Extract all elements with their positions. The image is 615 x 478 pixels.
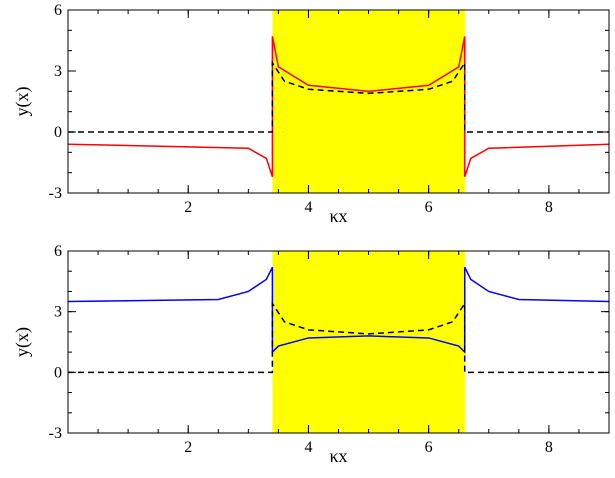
y-tick-label: 6: [54, 2, 62, 19]
x-tick-label: 8: [545, 439, 553, 456]
shaded-region: [272, 251, 465, 433]
y-tick-label: -3: [49, 185, 62, 202]
y-tick-label: 3: [54, 63, 62, 80]
x-axis-label: κx: [329, 446, 347, 466]
panel-bottom: 2 4 6 8 -3 0 3 6 κx y(x): [12, 243, 610, 466]
x-tick-label: 6: [425, 439, 433, 456]
x-axis-label: κx: [329, 206, 347, 226]
x-tick-label: 2: [184, 199, 192, 216]
y-tick-label: -3: [49, 425, 62, 442]
x-tick-label: 2: [184, 439, 192, 456]
shaded-region: [272, 10, 465, 193]
y-tick-label: 3: [54, 304, 62, 321]
x-tick-label: 6: [425, 199, 433, 216]
y-tick-label: 0: [54, 364, 62, 381]
y-axis-label: y(x): [12, 327, 33, 357]
solid-curve-line: [68, 36, 609, 177]
y-tick-label: 0: [54, 124, 62, 141]
panel-top: 2 4 6 8 -3 0 3 6 κx y(x): [12, 2, 610, 226]
x-tick-label: 4: [304, 199, 312, 216]
x-tick-label: 8: [545, 199, 553, 216]
y-tick-label: 6: [54, 243, 62, 260]
y-axis-label: y(x): [12, 87, 33, 117]
x-tick-label: 4: [304, 439, 312, 456]
solid-curve-line: [68, 266, 609, 354]
dashed-reference-line: [68, 60, 609, 133]
dashed-reference-line: [68, 301, 609, 374]
